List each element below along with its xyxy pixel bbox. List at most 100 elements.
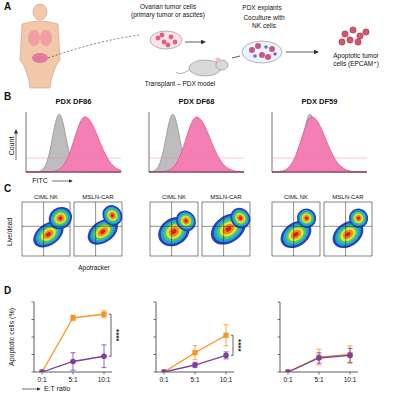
flow-density <box>108 211 117 221</box>
flow-density <box>356 216 360 220</box>
cell <box>156 36 161 41</box>
flow-density <box>350 209 368 227</box>
apoptotic-cell <box>342 31 348 37</box>
mouse-tail <box>176 70 189 74</box>
point <box>70 359 76 365</box>
flow-density <box>338 225 359 244</box>
flow-density <box>152 211 195 252</box>
error-bar <box>71 353 76 371</box>
label: Live/dead <box>6 218 13 247</box>
point <box>285 369 290 372</box>
flow-density <box>96 226 109 238</box>
label: Coculture with <box>243 14 285 21</box>
y-tick <box>32 319 35 320</box>
y-tick <box>154 337 157 338</box>
flow-density <box>236 213 245 223</box>
gate <box>43 202 44 256</box>
y-tick <box>278 337 281 338</box>
body-torso <box>20 21 60 88</box>
flow-density <box>110 213 115 218</box>
flow-density <box>352 211 365 224</box>
label: Apotracker <box>78 264 110 272</box>
flow-density <box>181 216 190 226</box>
explant <box>249 47 255 53</box>
apoptotic-cell <box>339 39 345 45</box>
axis <box>149 112 150 172</box>
flow-density <box>229 206 252 230</box>
histogram-stained <box>272 117 367 172</box>
gate <box>223 202 224 256</box>
x-tick-label: 0:1 <box>159 376 168 383</box>
mouse <box>189 60 221 76</box>
error-bar <box>102 345 107 368</box>
label: CIML NK <box>34 194 58 200</box>
arrow <box>185 42 205 43</box>
apoptotic-cell <box>347 37 353 43</box>
flow-density <box>205 207 252 251</box>
explant <box>269 46 275 52</box>
gate <box>345 202 346 256</box>
flow-density <box>45 231 52 237</box>
label: (primary tumor or ascites) <box>131 11 205 19</box>
arrow <box>232 56 240 58</box>
point <box>316 355 322 361</box>
label: MSLN-CAR <box>82 194 114 200</box>
flow-density <box>184 219 189 224</box>
flow-density <box>293 205 320 232</box>
x-tick-label: 0:1 <box>283 376 292 383</box>
x-tick-label: 10:1 <box>220 376 233 383</box>
error-bar <box>193 362 198 367</box>
significance-bracket <box>231 335 233 355</box>
plot-area <box>39 311 107 372</box>
apoptotic-cell <box>363 29 369 35</box>
flow-density <box>103 206 122 225</box>
x-axis-label: E:T ratio <box>44 385 70 392</box>
offset-line <box>272 158 367 159</box>
histogram-stained <box>26 117 121 172</box>
panel-label: D <box>4 285 11 296</box>
label: PDX explants <box>242 4 282 12</box>
error-bar <box>224 325 229 346</box>
y-tick <box>278 354 281 355</box>
flow-frame <box>324 202 372 256</box>
axis-arrow <box>52 181 72 182</box>
gate <box>293 202 294 256</box>
flow-density <box>238 216 243 221</box>
flow-density <box>55 213 66 223</box>
point <box>192 350 197 355</box>
mouse-ear <box>216 58 221 63</box>
error-bar <box>317 349 322 365</box>
x-tick-label: 5:1 <box>314 376 323 383</box>
flow-density <box>172 207 200 236</box>
axis <box>149 172 244 173</box>
explant <box>265 54 271 60</box>
cell <box>162 40 167 45</box>
point <box>101 312 106 317</box>
axis-arrow <box>22 389 40 390</box>
flow-density <box>209 211 248 248</box>
gate <box>202 226 250 227</box>
point <box>223 333 228 338</box>
point <box>70 315 75 320</box>
point <box>161 369 166 372</box>
flow-density <box>179 214 193 228</box>
gate <box>95 202 96 256</box>
x-tick <box>350 372 351 375</box>
y-tick <box>154 302 157 303</box>
x-tick <box>288 372 289 375</box>
label: CIML NK <box>284 194 308 200</box>
histogram-control <box>26 114 121 172</box>
nk-cell <box>264 45 268 49</box>
flow-density <box>298 209 316 227</box>
histogram-stained <box>149 117 244 172</box>
nk-cell <box>273 52 277 56</box>
flow-density <box>354 214 363 223</box>
y-tick <box>32 302 35 303</box>
cell <box>169 35 174 40</box>
label: Transplant – PDX model <box>145 80 216 88</box>
offset-line <box>149 158 244 159</box>
gate <box>150 226 198 227</box>
series-line <box>164 355 226 372</box>
x-tick-label: 5:1 <box>190 376 199 383</box>
arrow <box>48 35 140 58</box>
